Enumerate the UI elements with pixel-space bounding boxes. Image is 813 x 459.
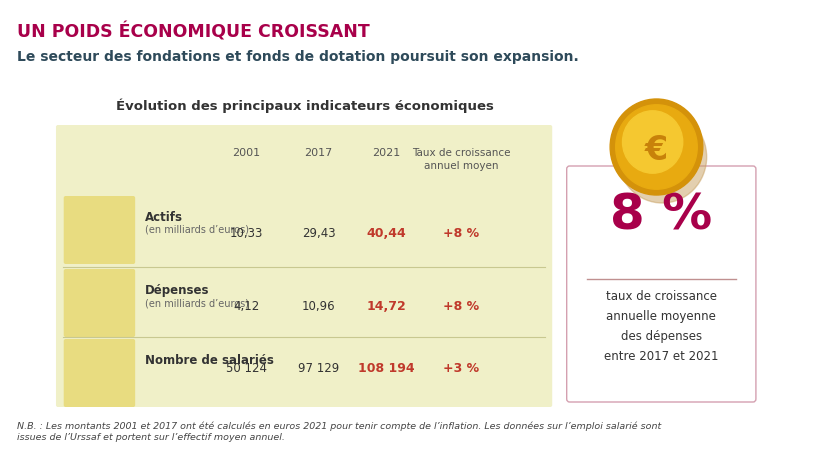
Text: 29,43: 29,43: [302, 226, 336, 240]
Text: Nombre de salariés: Nombre de salariés: [145, 353, 274, 366]
FancyBboxPatch shape: [63, 269, 135, 337]
FancyBboxPatch shape: [63, 339, 135, 407]
Text: 4,12: 4,12: [233, 299, 259, 312]
Text: 2001: 2001: [233, 148, 260, 157]
Circle shape: [610, 100, 702, 196]
Text: 10,33: 10,33: [229, 226, 263, 240]
Text: 2017: 2017: [304, 148, 333, 157]
Text: 108 194: 108 194: [358, 361, 415, 374]
Text: +3 %: +3 %: [443, 361, 480, 374]
Text: UN POIDS ÉCONOMIQUE CROISSANT: UN POIDS ÉCONOMIQUE CROISSANT: [17, 22, 370, 41]
Text: Le secteur des fondations et fonds de dotation poursuit son expansion.: Le secteur des fondations et fonds de do…: [17, 50, 579, 64]
Text: (en milliards d’euros): (en milliards d’euros): [145, 224, 249, 235]
FancyBboxPatch shape: [63, 196, 135, 264]
Text: 14,72: 14,72: [367, 299, 406, 312]
Text: 10,96: 10,96: [302, 299, 336, 312]
Text: +8 %: +8 %: [443, 299, 480, 312]
Text: Actifs: Actifs: [145, 211, 183, 224]
Circle shape: [618, 112, 706, 203]
Text: 40,44: 40,44: [367, 226, 406, 240]
Text: 2021: 2021: [372, 148, 400, 157]
Text: +8 %: +8 %: [443, 226, 480, 240]
Text: Évolution des principaux indicateurs économiques: Évolution des principaux indicateurs éco…: [115, 98, 493, 112]
Text: 8 %: 8 %: [611, 191, 712, 240]
FancyBboxPatch shape: [567, 167, 756, 402]
Text: 50 124: 50 124: [226, 361, 267, 374]
Text: Taux de croissance
annuel moyen: Taux de croissance annuel moyen: [412, 148, 511, 171]
Circle shape: [623, 112, 683, 174]
Text: €: €: [645, 133, 668, 166]
Text: taux de croissance
annuelle moyenne
des dépenses
entre 2017 et 2021: taux de croissance annuelle moyenne des …: [604, 289, 719, 362]
Text: (en milliards d’euros): (en milliards d’euros): [145, 297, 249, 308]
Circle shape: [615, 106, 698, 190]
Text: 97 129: 97 129: [298, 361, 339, 374]
FancyBboxPatch shape: [56, 126, 552, 407]
Text: Dépenses: Dépenses: [145, 283, 209, 297]
Text: N.B. : Les montants 2001 et 2017 ont été calculés en euros 2021 pour tenir compt: N.B. : Les montants 2001 et 2017 ont été…: [17, 421, 662, 441]
